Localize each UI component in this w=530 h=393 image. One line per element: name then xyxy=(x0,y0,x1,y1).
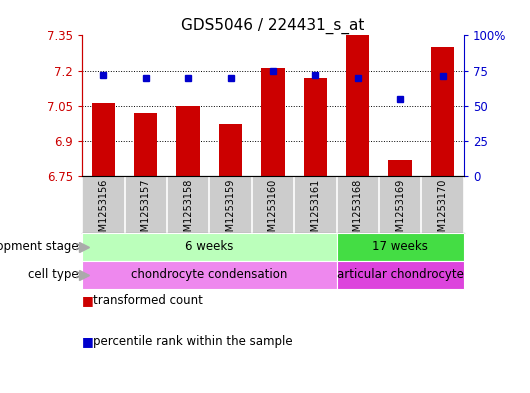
Text: ■: ■ xyxy=(82,335,94,349)
Bar xyxy=(92,103,115,176)
Bar xyxy=(337,261,464,289)
Text: development stage: development stage xyxy=(0,240,78,253)
Bar xyxy=(346,35,369,176)
Text: GSM1253156: GSM1253156 xyxy=(99,179,108,244)
Text: transformed count: transformed count xyxy=(93,294,202,307)
Text: ■: ■ xyxy=(82,294,94,307)
Text: GSM1253160: GSM1253160 xyxy=(268,179,278,244)
Text: articular chondrocyte: articular chondrocyte xyxy=(337,268,464,281)
Bar xyxy=(82,261,337,289)
Bar xyxy=(388,160,412,176)
Text: GSM1253157: GSM1253157 xyxy=(141,179,151,244)
Text: chondrocyte condensation: chondrocyte condensation xyxy=(131,268,288,281)
Bar xyxy=(219,124,242,176)
Bar xyxy=(337,233,464,261)
Text: GSM1253169: GSM1253169 xyxy=(395,179,405,244)
Bar xyxy=(304,77,327,176)
Text: 6 weeks: 6 weeks xyxy=(185,240,234,253)
Text: GSM1253170: GSM1253170 xyxy=(438,179,447,244)
Bar xyxy=(134,113,157,176)
Text: percentile rank within the sample: percentile rank within the sample xyxy=(93,335,293,349)
Title: GDS5046 / 224431_s_at: GDS5046 / 224431_s_at xyxy=(181,18,365,34)
Text: GSM1253161: GSM1253161 xyxy=(311,179,320,244)
Text: 17 weeks: 17 weeks xyxy=(372,240,428,253)
Text: GSM1253158: GSM1253158 xyxy=(183,179,193,244)
Text: GSM1253159: GSM1253159 xyxy=(226,179,235,244)
Text: GSM1253168: GSM1253168 xyxy=(353,179,363,244)
Bar xyxy=(82,233,337,261)
Bar xyxy=(431,47,454,176)
Text: cell type: cell type xyxy=(28,268,78,281)
Bar xyxy=(261,68,285,176)
Bar xyxy=(176,106,200,176)
